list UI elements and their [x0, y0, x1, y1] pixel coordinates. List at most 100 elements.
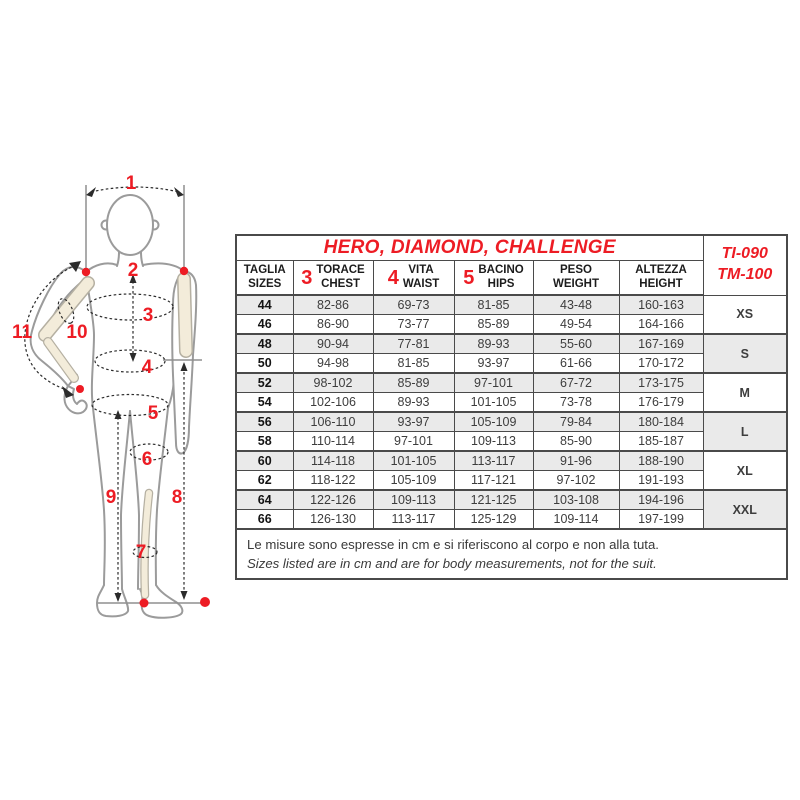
table-row: 52 98-102 85-89 97-101 67-72 173-175 M: [235, 372, 788, 413]
chest-cell: 90-94: [292, 333, 374, 354]
height-cell: 180-184: [618, 411, 704, 432]
header-it: PESO: [560, 263, 592, 276]
size-cell: 56: [235, 411, 294, 432]
body-measurement-figure: 1 2 3 4 5 6 7 8 9 10 11: [12, 173, 210, 619]
table-title-row: HERO, DIAMOND, CHALLENGE TI-090 TM-100: [235, 234, 788, 296]
table-row: 64 122-126 109-113 121-125 103-108 194-196 XXL: [235, 489, 788, 530]
weight-cell: 97-102: [532, 470, 620, 491]
waist-cell: 73-77: [372, 314, 455, 335]
header-en: WEIGHT: [553, 277, 599, 290]
size-cell: 48: [235, 333, 294, 354]
chest-cell: 86-90: [292, 314, 374, 335]
height-cell: 173-175: [618, 372, 704, 393]
weight-cell: 61-66: [532, 353, 620, 374]
hips-cell: 101-105: [453, 392, 534, 413]
chest-cell: 82-86: [292, 294, 374, 315]
table-row: 44 82-86 69-73 81-85 43-48 160-163 XS: [235, 294, 788, 335]
measure-label-1: 1: [126, 173, 137, 194]
hips-cell: 105-109: [453, 411, 534, 432]
hips-cell: 121-125: [453, 489, 534, 510]
leg-right-outline: [129, 407, 169, 590]
hips-cell: 97-101: [453, 372, 534, 393]
height-cell: 160-163: [618, 294, 704, 315]
size-letter-cell: XS: [702, 294, 788, 335]
table-row: 48 90-94 77-81 89-93 55-60 167-169 S: [235, 333, 788, 374]
model-code-tm100: TM-100: [717, 266, 773, 284]
measure-label-10: 10: [66, 322, 87, 343]
size-letter-cell: M: [702, 372, 788, 413]
header-it: VITA: [408, 263, 434, 276]
chest-cell: 114-118: [292, 450, 374, 471]
measure-number-3: 3: [301, 266, 313, 289]
column-header-weight: PESO WEIGHT: [532, 260, 620, 296]
size-letter-cell: S: [702, 333, 788, 374]
measure-4-waist-ellipse: [94, 349, 166, 373]
weight-cell: 43-48: [532, 294, 620, 315]
note-english: Sizes listed are in cm and are for body …: [247, 556, 657, 571]
waist-cell: 109-113: [372, 489, 455, 510]
weight-cell: 67-72: [532, 372, 620, 393]
leg-left-outline: [92, 407, 131, 590]
table-row: 60 114-118 101-105 113-117 91-96 188-190 XL: [235, 450, 788, 491]
table-title: HERO, DIAMOND, CHALLENGE: [235, 234, 704, 261]
head-outline: [106, 194, 154, 256]
weight-cell: 73-78: [532, 392, 620, 413]
model-code-ti090: TI-090: [721, 245, 768, 263]
header-en: SIZES: [248, 277, 282, 290]
waist-cell: 93-97: [372, 411, 455, 432]
header-en: WAIST: [402, 277, 440, 290]
height-cell: 194-196: [618, 489, 704, 510]
hips-cell: 125-129: [453, 509, 534, 530]
waist-cell: 101-105: [372, 450, 455, 471]
waist-cell: 97-101: [372, 431, 455, 452]
table-row: 66 126-130 113-117 125-129 109-114 197-199: [235, 509, 787, 530]
size-cell: 62: [235, 470, 294, 491]
measure-number-5: 5: [463, 266, 475, 289]
hips-cell: 113-117: [453, 450, 534, 471]
measure-3-chest-ellipse: [86, 293, 174, 321]
column-header-sizes: TAGLIA SIZES: [235, 260, 294, 296]
measure-5-hips-ellipse: [91, 393, 169, 417]
arrowheads: [62, 187, 188, 602]
height-cell: 164-166: [618, 314, 704, 335]
measure-11-arm-length-arc: [24, 264, 77, 390]
size-cell: 60: [235, 450, 294, 471]
size-letter-cell: XL: [702, 450, 788, 491]
height-cell: 188-190: [618, 450, 704, 471]
torso-outline: [85, 270, 185, 409]
hips-cell: 81-85: [453, 294, 534, 315]
weight-cell: 85-90: [532, 431, 620, 452]
waist-cell: 105-109: [372, 470, 455, 491]
measure-label-2: 2: [128, 260, 139, 281]
measure-label-6: 6: [142, 449, 153, 470]
measure-label-5: 5: [148, 403, 159, 424]
hips-cell: 93-97: [453, 353, 534, 374]
chest-cell: 94-98: [292, 353, 374, 374]
table-note-row: Le misure sono espresse in cm e si rifer…: [235, 528, 788, 580]
height-cell: 191-193: [618, 470, 704, 491]
humerus-right-bone-fill: [178, 273, 192, 357]
waist-cell: 85-89: [372, 372, 455, 393]
measure-label-8: 8: [172, 487, 183, 508]
size-letter-cell: L: [702, 411, 788, 452]
measurement-note: Le misure sono espresse in cm e si rifer…: [235, 528, 788, 580]
height-cell: 170-172: [618, 353, 704, 374]
measure-7-calf-ellipse: [132, 545, 158, 559]
size-cell: 54: [235, 392, 294, 413]
tibia-right-bone-fill: [141, 490, 152, 598]
header-it: BACINO: [478, 263, 524, 276]
size-letter-cell: XXL: [702, 489, 788, 530]
size-cell: 44: [235, 294, 294, 315]
column-header-hips: 5 BACINO HIPS: [453, 260, 534, 296]
chest-cell: 122-126: [292, 489, 374, 510]
measure-6-thigh-ellipse: [129, 443, 169, 461]
size-cell: 52: [235, 372, 294, 393]
hips-cell: 85-89: [453, 314, 534, 335]
table-row: 56 106-110 93-97 105-109 79-84 180-184 L: [235, 411, 788, 452]
weight-cell: 109-114: [532, 509, 620, 530]
table-row: 54 102-106 89-93 101-105 73-78 176-179: [235, 392, 787, 413]
measure-10-arm-ellipse: [57, 298, 75, 324]
foot-left-outline: [96, 584, 130, 618]
measure-label-9: 9: [106, 487, 117, 508]
weight-cell: 91-96: [532, 450, 620, 471]
